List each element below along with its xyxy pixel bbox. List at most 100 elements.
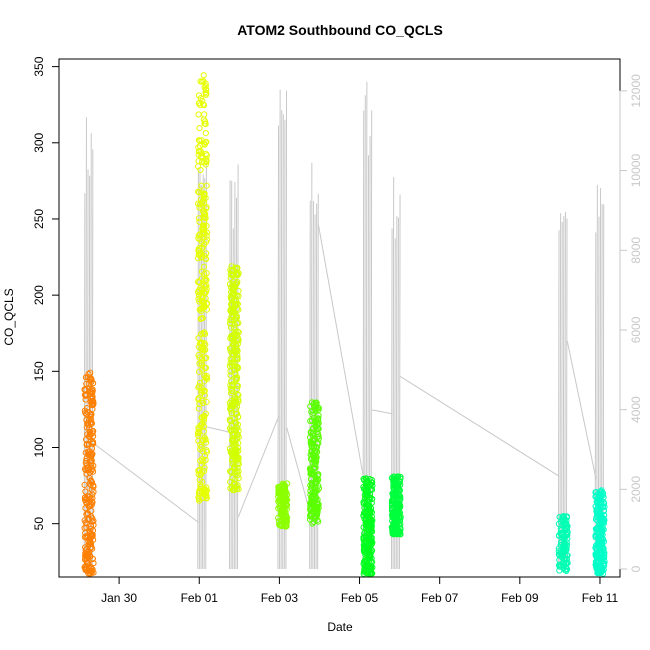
data-point (389, 508, 396, 516)
data-point (311, 435, 318, 442)
data-point (201, 211, 208, 218)
data-point (200, 78, 207, 85)
data-point (197, 457, 204, 464)
data-point (202, 256, 210, 263)
y-tick-label: 50 (32, 517, 46, 531)
data-point (89, 495, 96, 502)
data-point (201, 111, 208, 118)
data-point (227, 289, 235, 296)
data-point (307, 466, 314, 473)
data-point (199, 478, 206, 485)
y-axis: 50 100 150 200 250 300 350 (32, 56, 60, 531)
data-point (230, 266, 237, 273)
altitude-line (557, 230, 560, 570)
data-point (598, 487, 605, 494)
data-point (195, 200, 202, 207)
y-axis-label: CO_QCLS (2, 288, 16, 345)
data-point (558, 516, 565, 523)
data-point (314, 415, 321, 423)
y2-tick-label: 12000 (629, 74, 643, 108)
scatter-points (81, 72, 608, 578)
data-point (366, 534, 373, 541)
data-point (198, 289, 205, 296)
data-point (202, 150, 209, 157)
data-point (83, 546, 90, 553)
data-point (201, 190, 208, 197)
data-point (235, 337, 242, 344)
altitude-line (562, 216, 565, 570)
data-point (87, 553, 94, 560)
data-point (233, 406, 240, 413)
data-point (196, 100, 203, 107)
data-point (87, 411, 94, 418)
data-point (82, 488, 89, 495)
data-point (280, 509, 287, 516)
data-point (231, 465, 238, 472)
data-point (201, 434, 208, 441)
data-point (360, 524, 367, 531)
data-point (368, 555, 375, 562)
data-point (199, 293, 206, 300)
data-point (362, 549, 369, 556)
data-point (234, 385, 241, 392)
altitude-trace (400, 211, 568, 570)
data-point (90, 569, 97, 576)
data-point (86, 493, 93, 500)
data-point (202, 214, 209, 222)
data-point (310, 465, 317, 472)
data-point (195, 137, 203, 144)
data-point (232, 475, 239, 482)
altitude-line (561, 221, 563, 570)
y-tick-label: 150 (32, 361, 46, 381)
data-point (564, 531, 571, 539)
data-point (229, 359, 236, 366)
data-point (197, 446, 204, 453)
data-point (312, 443, 320, 450)
data-point (592, 493, 599, 500)
data-point (563, 552, 570, 559)
data-point (196, 383, 203, 390)
data-point (363, 530, 370, 537)
data-point (231, 486, 238, 493)
data-point (366, 514, 373, 521)
altitude-connector (206, 426, 231, 433)
data-point (563, 513, 571, 520)
altitude-connector (400, 376, 560, 477)
data-point (198, 330, 205, 337)
data-point (195, 494, 202, 501)
data-point (202, 89, 209, 96)
data-point (391, 519, 398, 527)
chart-title: ATOM2 Southbound CO_QCLS (237, 22, 443, 38)
data-point (197, 196, 204, 203)
data-point (362, 475, 370, 482)
data-point (234, 356, 241, 363)
data-point (201, 118, 209, 125)
altitude-connector (237, 416, 280, 518)
data-point (309, 407, 316, 414)
data-point (283, 513, 290, 520)
data-point (366, 476, 373, 483)
y2-tick-label: 10000 (629, 154, 643, 188)
data-point (196, 125, 203, 132)
data-point (202, 355, 209, 362)
data-point (203, 288, 210, 295)
data-point (307, 513, 314, 520)
data-point (195, 232, 202, 239)
data-point (595, 539, 602, 546)
data-point (232, 283, 239, 290)
data-point (232, 349, 240, 356)
flight-series (360, 475, 376, 578)
data-point (202, 364, 209, 371)
data-point (397, 528, 404, 535)
data-point (231, 324, 238, 331)
data-point (198, 268, 205, 275)
data-point (195, 255, 202, 262)
x-tick-label: Feb 03 (261, 591, 299, 605)
data-point (198, 150, 205, 157)
data-point (310, 471, 317, 478)
data-point (199, 456, 206, 463)
data-point (199, 348, 206, 355)
x-tick-label: Feb 11 (582, 591, 619, 605)
altitude-line (229, 180, 231, 570)
altitude-line (564, 211, 566, 570)
